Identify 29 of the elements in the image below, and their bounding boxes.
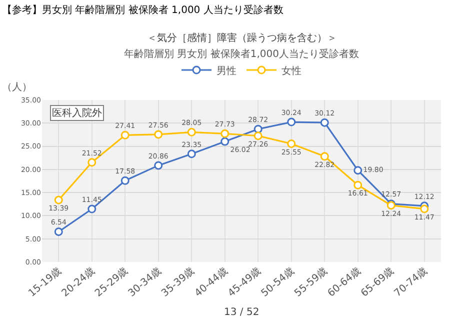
y-axis-title: （人） bbox=[2, 82, 32, 93]
legend-label: 女性 bbox=[282, 64, 302, 77]
chart-subtitle: 年齢階層別 男女別 被保険者1,000人当たり受診者数 bbox=[124, 48, 359, 60]
point bbox=[220, 129, 230, 138]
point bbox=[88, 158, 96, 167]
point bbox=[320, 152, 329, 161]
point bbox=[354, 180, 362, 190]
legend-label: 男性 bbox=[216, 64, 236, 77]
text: 13 / 52 bbox=[224, 307, 260, 318]
point bbox=[420, 204, 429, 214]
annotation: 医科入院外 bbox=[52, 107, 102, 119]
point bbox=[88, 204, 96, 214]
point bbox=[120, 176, 130, 185]
point bbox=[187, 128, 196, 136]
point bbox=[154, 161, 163, 170]
point bbox=[254, 124, 262, 134]
point bbox=[54, 196, 63, 204]
point bbox=[120, 130, 130, 140]
text: 【参考】男女別 年齢階層別 被保険者 1,000 人当たり受診者数 bbox=[2, 4, 284, 16]
point bbox=[154, 130, 163, 139]
point bbox=[287, 139, 296, 148]
point bbox=[254, 132, 262, 140]
chart-title: ＜気分［感情］障害（躁うつ病を含む）＞ bbox=[147, 32, 337, 44]
point bbox=[287, 118, 296, 126]
point bbox=[320, 118, 329, 127]
point bbox=[354, 166, 362, 175]
point bbox=[54, 227, 63, 236]
point bbox=[220, 137, 230, 146]
point bbox=[187, 150, 196, 158]
